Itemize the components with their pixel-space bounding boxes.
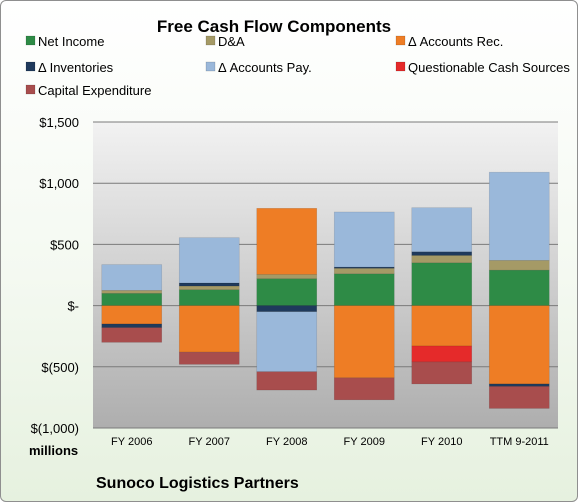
legend-item-inventories: Δ Inventories [25, 60, 114, 75]
legend-item-questionable-cash-sources: Questionable Cash Sources [395, 60, 570, 75]
legend-item-net-income: Net Income [25, 34, 104, 49]
legend-label: D&A [218, 34, 245, 49]
legend-swatch [25, 35, 36, 46]
legend-label: Δ Accounts Rec. [408, 34, 503, 49]
bar-segment-accounts-rec [488, 305, 550, 385]
bar-segment-inventories [256, 305, 318, 313]
bar-segment-capital-expenditure [411, 361, 473, 385]
bar-segment-inventories [488, 383, 550, 387]
bar-segment-d-a [411, 255, 473, 264]
footer-label: Sunoco Logistics Partners [96, 475, 299, 492]
y-tick-label: $500 [50, 237, 79, 252]
bar-segment-inventories [411, 251, 473, 256]
legend-swatch [205, 61, 216, 72]
legend-swatch [205, 35, 216, 46]
bar-segment-accounts-rec [256, 207, 318, 275]
legend-swatch [395, 61, 406, 72]
legend-label: Δ Inventories [38, 60, 114, 75]
bar-segment-inventories [178, 282, 240, 287]
bar-segment-net-income [256, 278, 318, 306]
x-tick-label: FY 2006 [111, 436, 152, 448]
bar-segment-net-income [178, 289, 240, 306]
y-tick-label: $1,500 [39, 115, 79, 130]
bar-segment-capital-expenditure [333, 377, 395, 401]
x-tick-label: FY 2009 [344, 436, 385, 448]
bar-segment-d-a [178, 285, 240, 290]
legend-label: Questionable Cash Sources [408, 60, 570, 75]
x-axis-ticks: FY 2006 FY 2007 FY 2008 FY 2009 FY 2010 TTM 9… [111, 436, 549, 448]
bar-segment-questionable-cash-sources [411, 345, 473, 363]
bar-segment-d-a [101, 289, 163, 294]
bar-segment-inventories [101, 323, 163, 328]
x-tick-label: TTM 9-2011 [490, 436, 549, 448]
bar-segment-d-a [333, 267, 395, 275]
bar-segment-accounts-pay [178, 237, 240, 284]
bar-segment-capital-expenditure [178, 351, 240, 365]
y-tick-label: $(1,000) [31, 421, 79, 436]
bar-segment-net-income [411, 262, 473, 306]
legend-item-d-a: D&A [205, 34, 245, 49]
legend-label: Capital Expenditure [38, 83, 151, 98]
y-tick-label: $(500) [41, 360, 79, 375]
bars [101, 171, 550, 409]
bar-segment-d-a [256, 274, 318, 279]
bar-segment-accounts-pay [256, 311, 318, 372]
y-axis-ticks: $1,500 $1,000 $500 $- $(500) $(1,000) [31, 115, 79, 436]
legend-swatch [25, 84, 36, 95]
x-tick-label: FY 2007 [189, 436, 230, 448]
legend-swatch [25, 61, 36, 72]
bar-segment-accounts-pay [488, 171, 550, 261]
y-tick-label: $1,000 [39, 176, 79, 191]
bar-segment-accounts-pay [101, 264, 163, 291]
bar-segment-net-income [101, 293, 163, 306]
legend: Net Income D&A Δ Accounts Rec. Δ Inventorie… [25, 34, 570, 98]
bar-segment-net-income [488, 269, 550, 306]
bar-segment-net-income [333, 273, 395, 306]
x-tick-label: FY 2008 [266, 436, 307, 448]
x-tick-label: FY 2010 [421, 436, 462, 448]
gridlines [93, 121, 558, 429]
plot-area [93, 122, 558, 428]
legend-item-accounts-rec: Δ Accounts Rec. [395, 34, 503, 49]
bar-segment-accounts-rec [333, 305, 395, 379]
bar-segment-d-a [488, 260, 550, 271]
units-label: millions [29, 443, 78, 458]
bar-segment-accounts-rec [178, 305, 240, 353]
bar-segment-capital-expenditure [101, 327, 163, 343]
bar-segment-accounts-pay [411, 207, 473, 253]
bar-segment-accounts-pay [333, 211, 395, 268]
bar-segment-capital-expenditure [256, 371, 318, 391]
chart-title: Free Cash Flow Components [157, 17, 391, 36]
y-tick-label: $- [67, 299, 79, 314]
legend-item-capital-expenditure: Capital Expenditure [25, 83, 151, 98]
bar-segment-accounts-rec [411, 305, 473, 347]
bar-segment-capital-expenditure [488, 386, 550, 409]
legend-swatch [395, 35, 406, 46]
bar-segment-accounts-rec [101, 305, 163, 325]
legend-label: Net Income [38, 34, 104, 49]
legend-item-accounts-pay: Δ Accounts Pay. [205, 60, 312, 75]
legend-label: Δ Accounts Pay. [218, 60, 312, 75]
